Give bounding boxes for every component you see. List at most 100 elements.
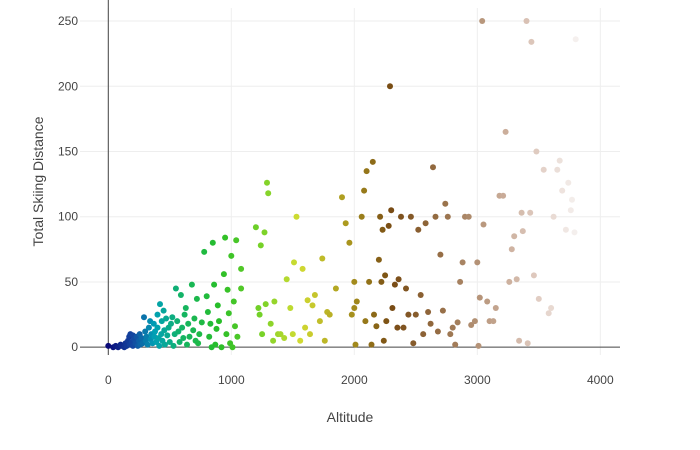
scatter-point bbox=[332, 285, 339, 292]
scatter-point bbox=[163, 315, 170, 322]
scatter-point bbox=[447, 331, 454, 338]
scatter-point bbox=[281, 335, 288, 341]
scatter-point bbox=[193, 295, 200, 302]
scatter-point bbox=[375, 256, 382, 263]
scatter-point bbox=[465, 213, 472, 220]
scatter-point bbox=[188, 281, 195, 288]
scatter-point bbox=[394, 324, 401, 331]
scatter-point bbox=[415, 226, 422, 233]
scatter-point bbox=[439, 307, 446, 314]
scatter-point bbox=[383, 318, 390, 325]
scatter-point bbox=[309, 302, 316, 309]
scatter-point bbox=[143, 333, 150, 340]
scatter-point bbox=[154, 324, 161, 331]
scatter-point bbox=[238, 265, 245, 272]
scatter-point bbox=[389, 305, 396, 311]
scatter-point bbox=[417, 292, 424, 298]
scatter-point bbox=[158, 318, 165, 325]
scatter-point bbox=[452, 341, 459, 348]
scatter-point bbox=[425, 309, 432, 315]
scatter-point bbox=[432, 213, 439, 220]
x-axis-title: Altitude bbox=[327, 409, 374, 425]
scatter-point bbox=[358, 213, 365, 220]
scatter-point bbox=[267, 320, 274, 327]
scatter-point bbox=[214, 302, 221, 309]
scatter-point bbox=[412, 311, 419, 318]
scatter-point bbox=[400, 324, 407, 331]
scatter-point bbox=[569, 196, 575, 203]
scatter-point bbox=[223, 331, 230, 338]
scatter-point bbox=[508, 246, 515, 253]
scatter-point bbox=[550, 213, 557, 220]
scatter-point bbox=[339, 194, 345, 201]
scatter-point bbox=[559, 187, 566, 194]
x-tick-label: 2000 bbox=[341, 373, 368, 387]
scatter-point bbox=[567, 207, 574, 214]
scatter-point bbox=[410, 340, 417, 347]
scatter-point bbox=[224, 286, 231, 293]
scatter-point bbox=[233, 237, 240, 244]
scatter-point bbox=[513, 276, 520, 283]
scatter-point bbox=[191, 315, 198, 322]
scatter-point bbox=[154, 311, 161, 318]
scatter-point bbox=[265, 190, 272, 197]
scatter-point bbox=[232, 323, 238, 330]
scatter-point bbox=[457, 278, 464, 285]
y-tick-label: 200 bbox=[58, 79, 78, 93]
scatter-point bbox=[170, 342, 177, 349]
scatter-point bbox=[184, 341, 190, 348]
scatter-point bbox=[230, 298, 237, 305]
scatter-point bbox=[304, 297, 311, 304]
scatter-point bbox=[180, 335, 187, 341]
scatter-point bbox=[168, 320, 174, 327]
scatter-point bbox=[185, 320, 192, 327]
scatter-point bbox=[380, 337, 387, 344]
scatter-point bbox=[252, 224, 259, 231]
scatter-point bbox=[565, 179, 572, 186]
scatter-point bbox=[369, 158, 376, 165]
scatter-point bbox=[277, 331, 284, 338]
scatter-point bbox=[502, 128, 509, 135]
scatter-point bbox=[500, 192, 507, 199]
scatter-point bbox=[179, 324, 186, 331]
scatter-point bbox=[490, 318, 497, 325]
scatter-point bbox=[516, 337, 523, 344]
scatter-point bbox=[388, 207, 395, 214]
scatter-point bbox=[352, 341, 359, 348]
scatter-point bbox=[169, 314, 176, 321]
scatter-point bbox=[144, 341, 151, 348]
scatter-point bbox=[527, 209, 534, 216]
scatter-point bbox=[437, 251, 444, 258]
scatter-point bbox=[156, 342, 163, 349]
scatter-point bbox=[307, 331, 313, 338]
scatter-point bbox=[222, 234, 229, 241]
scatter-point bbox=[174, 318, 181, 325]
scatter-point bbox=[548, 305, 555, 311]
scatter-point bbox=[387, 83, 393, 90]
scatter-point bbox=[175, 328, 182, 335]
scatter-point bbox=[474, 259, 481, 266]
scatter-point bbox=[475, 342, 482, 349]
scatter-point bbox=[420, 331, 427, 338]
scatter-point bbox=[138, 335, 145, 341]
scatter-point bbox=[326, 311, 333, 318]
scatter-point bbox=[363, 168, 370, 175]
scatter-point bbox=[377, 213, 384, 220]
scatter-point bbox=[229, 344, 236, 351]
scatter-point bbox=[571, 229, 578, 236]
scatter-point bbox=[430, 164, 436, 171]
scatter-point bbox=[379, 226, 386, 233]
scatter-point bbox=[407, 213, 414, 220]
scatter-point bbox=[291, 259, 297, 266]
scatter-point bbox=[293, 213, 300, 220]
scatter-point bbox=[160, 307, 167, 314]
scatter-point bbox=[572, 36, 579, 43]
scatter-point bbox=[264, 179, 270, 186]
scatter-point bbox=[468, 322, 475, 328]
scatter-point bbox=[382, 272, 389, 279]
scatter-point bbox=[234, 333, 241, 340]
scatter-point bbox=[161, 341, 168, 348]
axes bbox=[80, 0, 620, 355]
scatter-point bbox=[181, 311, 188, 318]
